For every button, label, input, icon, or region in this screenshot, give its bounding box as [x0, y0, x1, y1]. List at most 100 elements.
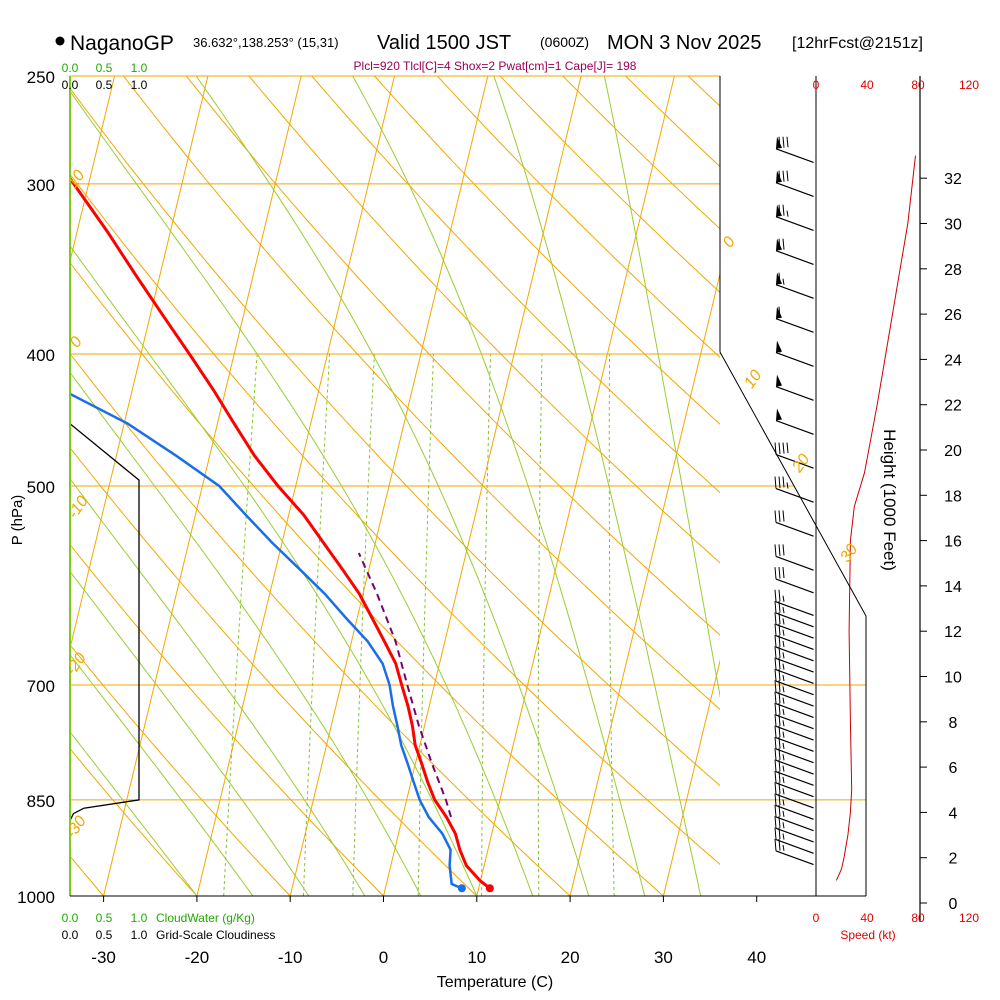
barb-flag: [778, 306, 781, 319]
cloudiness-tick-1: 0.5: [96, 78, 113, 92]
barb-flag: [778, 623, 781, 636]
barb-half-flag: [782, 833, 785, 840]
barb-staff: [775, 748, 814, 764]
barb-flag: [778, 544, 781, 556]
right-boundary: [719, 76, 867, 896]
forecast-run: [12hrFcst@2151z]: [792, 35, 923, 52]
dry-adiabat: [248, 76, 720, 564]
barb-flag: [782, 238, 785, 250]
barb-half-flag: [782, 640, 785, 648]
barb-flag: [778, 827, 781, 840]
height-tick-label: 22: [944, 398, 962, 415]
barb-half-flag: [782, 765, 785, 772]
barb-staff: [775, 646, 814, 662]
barb-flag: [774, 770, 777, 783]
x-tick-label: 0: [379, 948, 388, 967]
barb-half-flag: [782, 731, 785, 738]
x-tick-label: 40: [747, 948, 766, 967]
mixing-ratio-line: [608, 354, 615, 896]
x-tick-label: -10: [278, 948, 303, 967]
height-tick-label: 16: [944, 534, 962, 551]
barb-staff: [775, 419, 814, 435]
barb-flag: [774, 725, 777, 738]
isotherm-line: [662, 658, 720, 896]
barb-flag: [774, 759, 777, 772]
cloudwater-label: CloudWater (g/Kg): [156, 911, 255, 925]
cloudwater-tick-2: 1.0: [131, 61, 148, 75]
x-tick-label: -20: [185, 948, 210, 967]
barb-flag: [782, 510, 785, 522]
barb-half-flag: [782, 595, 785, 602]
speed-axis-label: Speed (kt): [840, 928, 895, 942]
mixing-ratio-line: [302, 353, 331, 896]
dry-adiabat: [70, 261, 665, 896]
barb-flag: [778, 204, 781, 217]
barb-flag: [774, 544, 777, 557]
dry-adiabat: [849, 52, 1000, 925]
height-tick-label: 28: [944, 262, 962, 279]
barb-flag: [782, 476, 785, 488]
mixing-ratio-line: [481, 353, 492, 896]
wind-barb: [774, 657, 814, 684]
dry-adiabat-lines: [70, 52, 1000, 925]
wind-barb: [774, 646, 814, 673]
cloudiness-bottom-tick-1: 0.5: [96, 928, 113, 942]
barb-flag: [774, 623, 777, 636]
barb-flag: [774, 476, 777, 489]
sounding-profiles: [70, 175, 494, 893]
barb-flag: [782, 442, 785, 454]
barb-flag: [778, 646, 781, 658]
speed-bottom-tick-2: 80: [911, 911, 925, 925]
isotherm-line: [0, 76, 21, 896]
isotherm-label: -10: [65, 493, 92, 522]
wind-barb: [774, 702, 814, 730]
dry-adiabat: [624, 76, 720, 168]
isotherm-label: 10: [741, 367, 765, 391]
cloudwater-bottom-tick-0: 0.0: [62, 911, 79, 925]
wind-barb: [775, 340, 814, 367]
wind-barb: [774, 782, 814, 809]
barb-flag: [782, 567, 785, 579]
barb-staff: [775, 453, 814, 469]
barb-flag: [778, 510, 781, 523]
cloudiness-bottom-tick-0: 0.0: [62, 928, 79, 942]
height-tick-label: 12: [944, 624, 962, 641]
height-tick-label: 2: [949, 851, 958, 868]
barb-flag: [774, 601, 777, 614]
barb-staff: [775, 805, 814, 820]
barb-flag: [778, 601, 781, 613]
mixing-ratio-line: [352, 353, 375, 896]
barb-half-flag: [782, 799, 785, 806]
barb-half-flag: [782, 720, 785, 727]
barb-flag: [778, 635, 781, 647]
barb-pennant: [776, 136, 782, 149]
surface-temperature-marker: [485, 884, 494, 893]
barb-staff: [775, 578, 814, 594]
barb-staff: [775, 782, 814, 798]
wind-barb: [775, 204, 814, 231]
speed-bottom-tick-0: 0: [813, 911, 820, 925]
wind-barb: [775, 306, 814, 333]
barb-flag: [778, 136, 781, 149]
barb-staff: [775, 386, 814, 401]
barb-staff: [775, 284, 814, 299]
barb-flag: [774, 691, 777, 704]
isotherm-label: 20: [789, 451, 814, 476]
barb-half-flag: [782, 697, 785, 704]
barb-flag: [782, 544, 785, 556]
x-tick-label: 10: [467, 948, 486, 967]
barb-flag: [774, 589, 777, 602]
barb-pennant: [776, 408, 782, 421]
wind-barb: [774, 804, 814, 832]
wind-barb: [774, 691, 814, 718]
height-tick-label: 32: [944, 171, 962, 188]
barb-half-flag: [782, 788, 785, 795]
wind-barb: [774, 816, 814, 843]
moist-adiabat: [70, 653, 254, 896]
barb-flag: [774, 793, 777, 806]
barb-half-flag: [782, 606, 785, 614]
wind-barbs: [774, 136, 814, 866]
barb-flag: [782, 170, 785, 182]
mixing-ratio-label: 5: [408, 903, 425, 917]
